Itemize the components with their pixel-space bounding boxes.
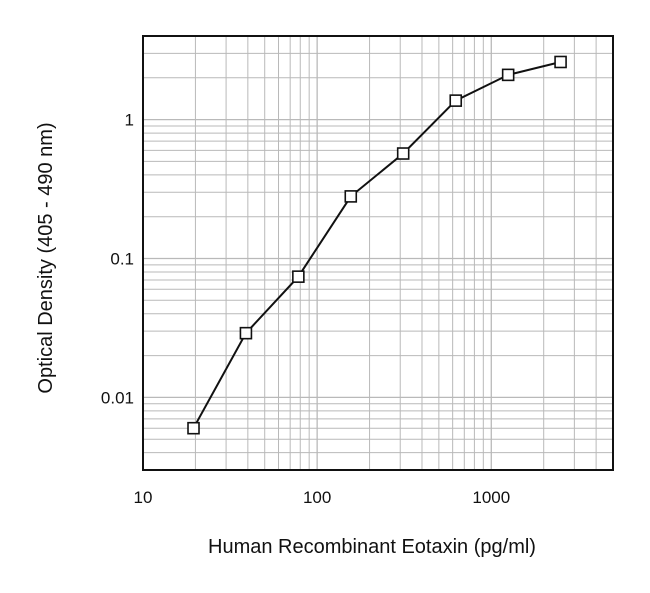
x-axis-title: Human Recombinant Eotaxin (pg/ml)	[208, 536, 536, 558]
data-point	[239, 326, 253, 340]
data-point	[501, 68, 515, 82]
x-tick-label: 100	[303, 488, 331, 507]
x-tick-labels: 10 100 1000	[134, 488, 511, 507]
series-group	[187, 55, 567, 435]
y-tick-label: 0.01	[101, 388, 134, 407]
plot-background	[143, 36, 613, 470]
data-point	[187, 421, 200, 435]
y-tick-labels: 0.01 0.1 1	[101, 111, 134, 408]
data-point	[292, 270, 305, 283]
y-axis-title: Optical Density (405 - 490 nm)	[35, 122, 57, 393]
data-point	[554, 55, 567, 69]
y-tick-label: 0.1	[110, 249, 134, 268]
data-point	[396, 147, 410, 160]
data-point	[449, 94, 463, 107]
data-point	[344, 190, 358, 203]
plot-frame	[142, 35, 614, 471]
y-tick-label: 1	[125, 111, 134, 130]
series-line	[192, 61, 561, 429]
x-tick-label: 10	[134, 488, 153, 507]
grid	[143, 36, 613, 470]
x-tick-label: 1000	[472, 488, 510, 507]
